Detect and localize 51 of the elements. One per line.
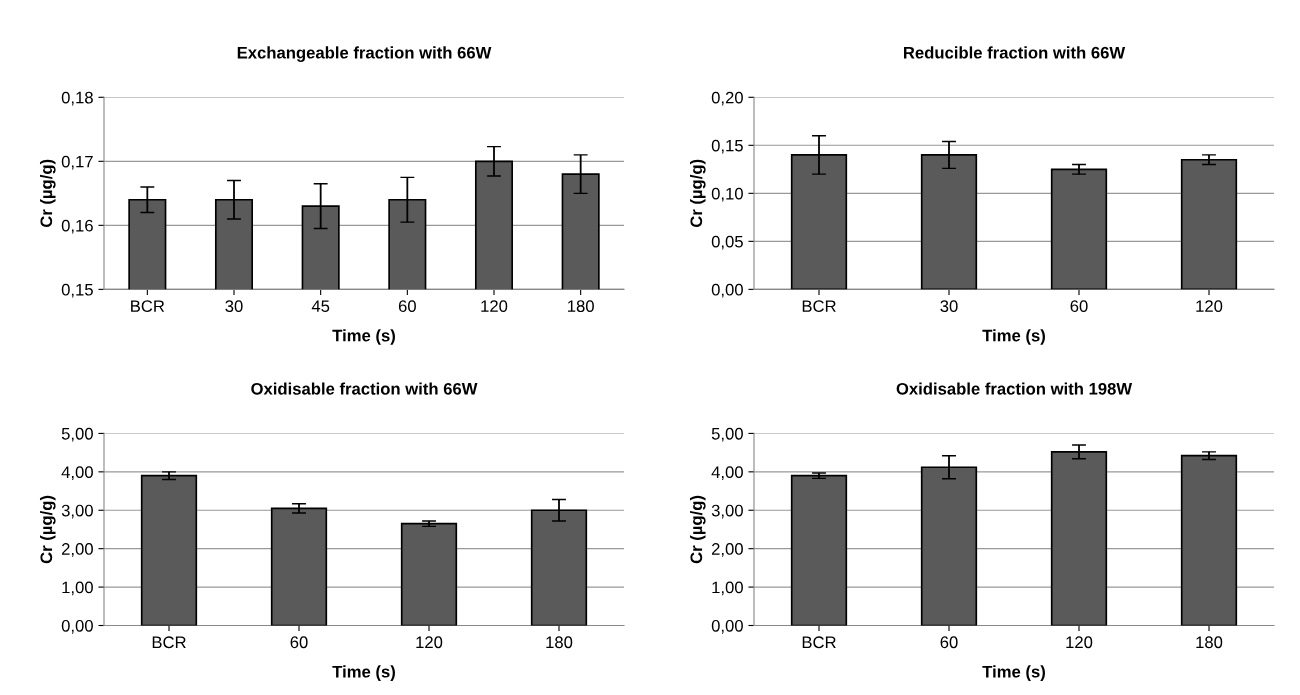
x-tick-label: 180: [1196, 636, 1223, 649]
x-tick-label: BCR: [152, 636, 186, 649]
chart-title: Reducible fraction with 66W: [904, 46, 1126, 59]
x-tick-label: 180: [546, 636, 573, 649]
y-axis-title: Cr (µg/g): [39, 159, 56, 228]
x-tick-label: 120: [416, 636, 443, 649]
y-tick-label: 5,00: [61, 427, 93, 442]
y-tick-label: 0,16: [61, 219, 93, 234]
x-tick-label: 30: [940, 300, 958, 313]
x-axis-title: Time (s): [332, 665, 395, 681]
y-tick-label: 0,10: [711, 187, 743, 202]
y-tick-label: 2,00: [711, 543, 743, 557]
y-tick-label: 0,15: [711, 139, 743, 154]
y-tick-label: 0,18: [61, 91, 93, 106]
x-tick-label: 120: [481, 300, 508, 313]
y-tick-label: 5,00: [711, 427, 743, 442]
y-axis-title: Cr (µg/g): [689, 495, 706, 564]
x-tick-label: 60: [398, 300, 416, 313]
x-tick-label: 60: [940, 636, 958, 649]
x-tick-label: BCR: [802, 300, 836, 313]
y-tick-label: 0,15: [61, 283, 93, 298]
y-tick-label: 4,00: [61, 466, 93, 481]
y-tick-label: 2,00: [61, 543, 93, 557]
x-tick-label: 120: [1066, 636, 1093, 649]
y-axis-title: Cr (µg/g): [689, 159, 706, 228]
x-tick-label: 120: [1196, 300, 1223, 313]
x-tick-label: 30: [225, 300, 243, 313]
y-tick-label: 1,00: [712, 581, 743, 596]
y-tick-label: 4,00: [711, 466, 743, 481]
x-tick-label: BCR: [802, 636, 836, 649]
y-axis-title: Cr (µg/g): [39, 495, 56, 564]
y-tick-label: 0,00: [711, 283, 743, 298]
x-tick-label: BCR: [131, 300, 165, 313]
y-tick-label: 1,00: [62, 581, 93, 596]
x-axis-title: Time (s): [982, 665, 1045, 681]
x-tick-label: 45: [311, 300, 330, 313]
chart-title: Oxidisable fraction with 66W: [251, 382, 478, 395]
y-tick-label: 3,00: [61, 504, 93, 519]
y-tick-label: 3,00: [711, 504, 743, 519]
x-tick-label: 60: [290, 636, 308, 649]
y-tick-label: 0,00: [711, 619, 743, 634]
chart-title: Exchangeable fraction with 66W: [237, 46, 492, 62]
x-tick-label: 60: [1070, 300, 1088, 313]
x-axis-title: Time (s): [982, 329, 1045, 345]
y-tick-label: 0,20: [711, 91, 743, 106]
chart-title: Oxidisable fraction with 198W: [896, 382, 1133, 395]
x-tick-label: 180: [568, 300, 594, 313]
y-tick-label: 0,17: [61, 155, 93, 170]
y-tick-label: 0,05: [711, 235, 743, 250]
y-tick-label: 0,00: [61, 619, 93, 634]
x-axis-title: Time (s): [332, 329, 395, 345]
